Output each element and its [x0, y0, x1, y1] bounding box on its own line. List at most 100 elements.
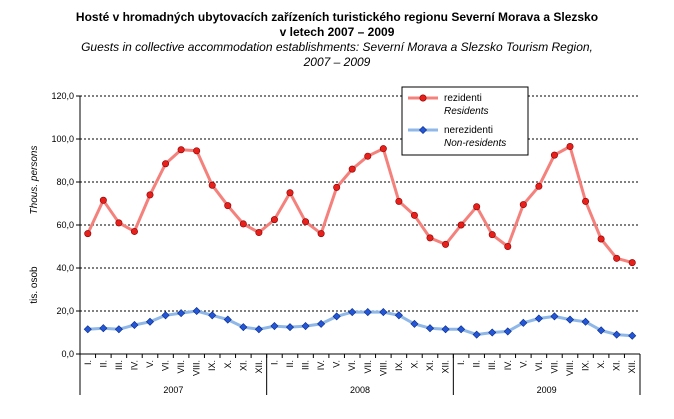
data-point-rezidenti [348, 165, 356, 173]
x-tick-label: V. [332, 360, 342, 368]
series-line-nerezidenti [87, 309, 633, 338]
x-tick-label: VII. [363, 360, 373, 374]
data-point-nerezidenti [534, 314, 543, 323]
data-point-nerezidenti [83, 325, 92, 334]
x-tick-label: VIII. [378, 360, 388, 376]
data-point-rezidenti [613, 254, 621, 262]
x-tick-label: X. [223, 360, 233, 369]
data-point-rezidenti [379, 145, 387, 153]
y-axis-label-en: Thous. persons [29, 146, 40, 215]
data-point-rezidenti [395, 197, 403, 205]
data-point-nerezidenti [145, 317, 155, 326]
data-point-nerezidenti [363, 308, 372, 317]
data-point-rezidenti [84, 230, 92, 238]
x-tick-label: XII. [441, 360, 451, 374]
chart-subtitle-years: 2007 – 2009 [303, 55, 371, 69]
y-axis-label: tis. osob [29, 266, 40, 304]
data-point-rezidenti [224, 202, 232, 210]
data-point-nerezidenti [612, 330, 621, 339]
x-tick-label: III. [301, 360, 311, 370]
x-tick-label: XII. [254, 360, 264, 374]
data-point-nerezidenti [114, 325, 123, 334]
year-label: 2009 [537, 385, 557, 395]
x-tick-label: I. [83, 360, 93, 365]
x-tick-label: IV. [503, 360, 513, 370]
data-point-nerezidenti [379, 308, 388, 317]
data-point-rezidenti [410, 211, 418, 219]
data-point-rezidenti [146, 191, 154, 199]
data-point-rezidenti [504, 243, 512, 251]
data-point-nerezidenti [301, 322, 310, 331]
data-point-nerezidenti [550, 312, 559, 321]
data-point-nerezidenti [394, 311, 403, 320]
x-tick-label: IX. [207, 360, 217, 371]
x-tick-label: II. [98, 360, 108, 368]
data-point-rezidenti [239, 220, 247, 228]
legend-marker-rezidenti [419, 94, 427, 102]
data-point-rezidenti [286, 189, 294, 197]
y-tick-label: 40,0 [56, 263, 74, 273]
data-point-nerezidenti [208, 311, 217, 320]
data-point-nerezidenti [628, 331, 637, 340]
data-point-rezidenti [333, 183, 341, 191]
chart-title: Hosté v hromadných ubytovacích zařízeníc… [75, 10, 599, 24]
data-point-rezidenti [115, 219, 123, 227]
year-label: 2008 [350, 385, 370, 395]
y-tick-label: 120,0 [51, 91, 74, 101]
x-tick-label: V. [145, 360, 155, 368]
data-point-nerezidenti [239, 323, 248, 332]
x-tick-label: XI. [425, 360, 435, 371]
x-tick-label: V. [518, 360, 528, 368]
x-tick-label: VI. [534, 360, 544, 371]
x-tick-label: IX. [394, 360, 404, 371]
data-point-rezidenti [177, 146, 185, 154]
data-point-nerezidenti [130, 320, 139, 329]
data-point-rezidenti [193, 147, 201, 155]
data-point-rezidenti [488, 231, 496, 239]
x-tick-label: VII. [176, 360, 186, 374]
data-point-nerezidenti [177, 309, 186, 318]
x-tick-label: VIII. [192, 360, 202, 376]
data-point-rezidenti [566, 143, 574, 151]
data-point-rezidenti [99, 196, 107, 204]
legend-label-rezidenti: rezidenti [444, 93, 482, 104]
data-point-rezidenti [317, 230, 325, 238]
chart-titles: Hosté v hromadných ubytovacích zařízeníc… [0, 10, 674, 70]
x-tick-label: VI. [347, 360, 357, 371]
data-point-nerezidenti [441, 325, 450, 334]
data-point-nerezidenti [99, 324, 108, 333]
legend-label-en-rezidenti: Residents [444, 106, 488, 117]
data-point-rezidenti [162, 160, 170, 168]
data-point-nerezidenti [254, 325, 263, 334]
x-tick-label: I. [269, 360, 279, 365]
y-tick-label: 100,0 [51, 134, 74, 144]
legend-label-nerezidenti: nerezidenti [444, 125, 493, 136]
x-tick-label: IV. [316, 360, 326, 370]
data-point-nerezidenti [161, 311, 170, 320]
x-tick-label: IX. [581, 360, 591, 371]
data-point-nerezidenti [503, 327, 512, 336]
x-tick-label: X. [596, 360, 606, 369]
x-tick-label: II. [285, 360, 295, 368]
data-point-nerezidenti [317, 319, 326, 328]
data-point-rezidenti [473, 203, 481, 211]
data-point-nerezidenti [285, 323, 295, 332]
chart-subtitle: Guests in collective accommodation estab… [81, 40, 593, 54]
data-point-rezidenti [628, 259, 636, 267]
chart-title-years: v letech 2007 – 2009 [279, 25, 395, 39]
data-point-nerezidenti [457, 325, 466, 334]
x-tick-label: II. [472, 360, 482, 368]
data-point-nerezidenti [348, 308, 357, 317]
data-point-rezidenti [208, 181, 216, 189]
y-tick-label: 20,0 [56, 306, 74, 316]
data-point-rezidenti [255, 229, 263, 237]
data-point-rezidenti [130, 227, 138, 235]
data-point-rezidenti [302, 218, 310, 226]
year-label: 2007 [163, 385, 183, 395]
y-tick-label: 60,0 [56, 220, 74, 230]
data-point-rezidenti [457, 221, 465, 229]
x-tick-label: III. [487, 360, 497, 370]
data-point-rezidenti [519, 201, 527, 209]
x-tick-label: XI. [238, 360, 248, 371]
data-point-nerezidenti [332, 312, 341, 321]
